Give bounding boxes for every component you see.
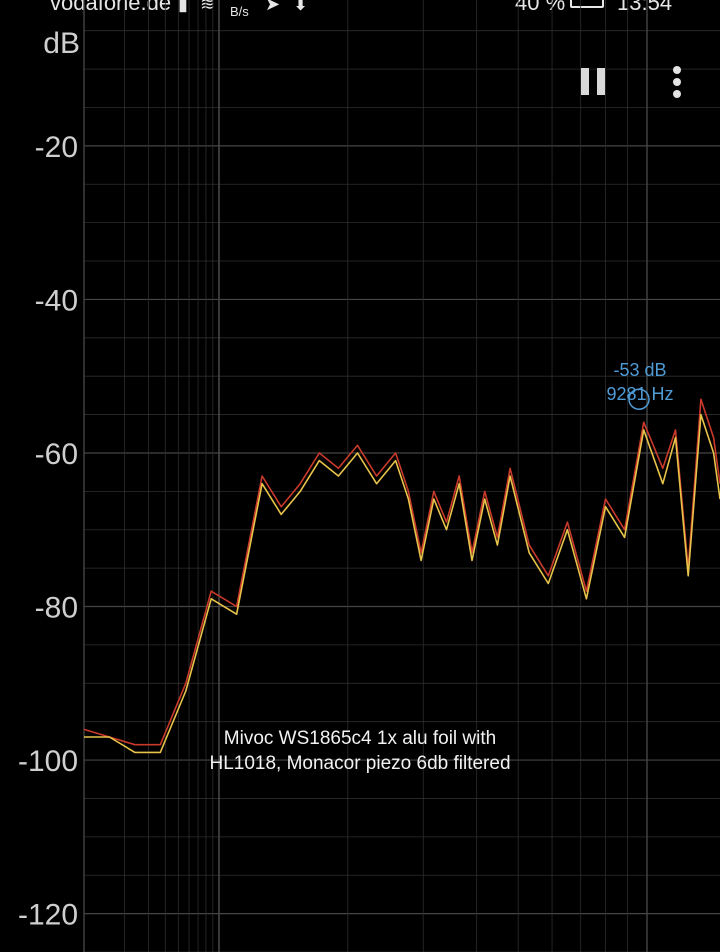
y-tick-label: -20 [35, 131, 78, 164]
peak-hz-label: 9281 Hz [606, 384, 674, 404]
y-axis-ticks: -20 -40 -60 -80 -100 -120 [18, 131, 78, 932]
status-bar: vodafone.de ▮ ≋ B/s ➤ ⬇ 40 % 13:54 [0, 0, 720, 22]
series-line [83, 398, 720, 746]
y-tick-label: -100 [18, 745, 78, 778]
y-axis-label: dB [43, 27, 80, 60]
peak-readout: -53 dB 9281 Hz [580, 358, 700, 406]
peak-marker [628, 388, 650, 410]
chart-grid [83, 0, 720, 952]
more-options-button[interactable] [662, 62, 692, 102]
battery-icon [570, 0, 604, 8]
y-tick-label: -60 [35, 438, 78, 471]
y-tick-label: -120 [18, 899, 78, 932]
y-tick-label: -40 [35, 284, 78, 317]
signal-icon: ▮ [178, 0, 188, 14]
chart-annotation: Mivoc WS1865c4 1x alu foil with HL1018, … [150, 726, 570, 776]
pause-button[interactable] [574, 62, 614, 102]
download-icon: ⬇ [293, 0, 309, 14]
clock: 13:54 [617, 0, 673, 15]
telegram-icon: ➤ [265, 0, 281, 14]
battery-percentage: 40 % [515, 0, 566, 15]
wifi-icon: ≋ [200, 0, 216, 14]
chart-series [83, 398, 720, 754]
series-line [84, 413, 720, 754]
peak-db-label: -53 dB [613, 360, 667, 380]
annotation-line-1: Mivoc WS1865c4 1x alu foil with [223, 728, 497, 749]
network-speed-unit: B/s [230, 4, 249, 19]
annotation-line-2: HL1018, Monacor piezo 6db filtered [209, 753, 511, 774]
carrier-name: vodafone.de [50, 0, 172, 15]
y-tick-label: -80 [35, 592, 78, 625]
